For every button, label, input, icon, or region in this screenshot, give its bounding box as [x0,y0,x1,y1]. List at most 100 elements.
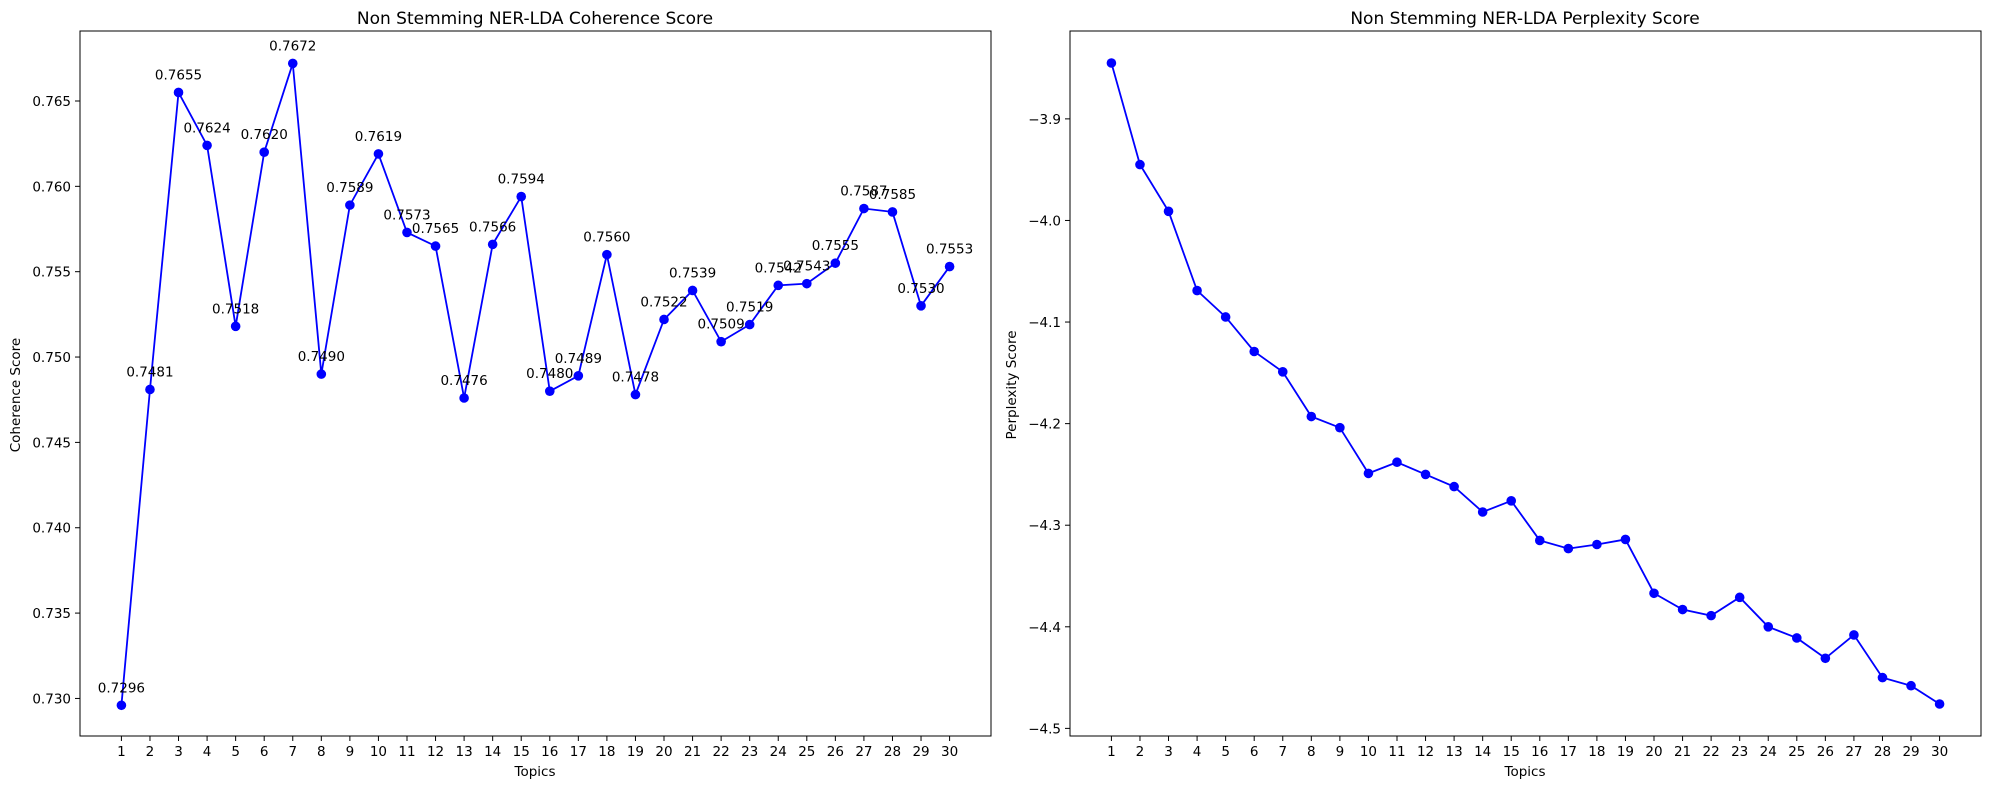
perplexity-data-point [1135,159,1145,170]
coherence-data-label: 0.7542 [755,260,802,276]
perplexity-chart-title: Non Stemming NER-LDA Perplexity Score [1350,9,1699,29]
coherence-data-label: 0.7481 [126,364,173,380]
perplexity-data-point [1335,422,1345,433]
perplexity-series-line [1110,62,1941,705]
perplexity-x-tick-label: 24 [1760,744,1777,760]
coherence-data-point [487,239,498,250]
perplexity-x-tick-label: 1 [1107,744,1116,760]
coherence-x-tick-label: 8 [317,744,326,760]
coherence-y-tick-label: 0.760 [32,179,71,195]
perplexity-data-point [1392,457,1402,468]
coherence-data-point [830,258,841,268]
coherence-x-tick-label: 29 [912,744,929,760]
perplexity-data-point [1420,469,1431,480]
coherence-data-point [430,241,441,251]
coherence-data-point [744,319,755,330]
perplexity-x-tick-label: 12 [1417,744,1434,760]
perplexity-data-point [1706,610,1716,621]
coherence-data-point [573,371,584,381]
coherence-data-label: 0.7620 [241,127,288,143]
perplexity-y-tick-label: −3.9 [1028,112,1061,128]
coherence-data-label: 0.7543 [783,259,830,275]
coherence-data-label: 0.7489 [555,351,602,367]
perplexity-x-tick-label: 7 [1278,744,1287,760]
perplexity-x-tick-label: 29 [1902,744,1919,760]
coherence-data-label: 0.7594 [498,172,545,188]
coherence-x-tick-label: 11 [398,744,415,760]
perplexity-x-tick-label: 21 [1674,744,1691,760]
coherence-x-tick-label: 1 [117,744,126,760]
perplexity-plot-area [1069,30,1982,737]
coherence-data-label: 0.7589 [326,180,373,196]
perplexity-y-tick-label: −4.0 [1028,213,1061,229]
perplexity-data-point [1106,58,1117,68]
coherence-plot-area [79,30,992,737]
coherence-data-point [116,700,127,711]
coherence-y-tick-label: 0.730 [32,691,71,707]
coherence-y-tick-label: 0.740 [32,521,71,537]
coherence-data-point [516,191,527,202]
perplexity-data-point [1620,534,1631,545]
coherence-series-line [120,63,951,706]
coherence-data-point [916,301,926,311]
coherence-data-label: 0.7296 [98,680,145,696]
perplexity-data-point [1877,672,1888,683]
perplexity-ticks: 1 2 3 4 5 6 7 8 9 10 11 12 13 14 15 16 17 18 19 20 21 22 23 24 2… [1028,112,1948,760]
coherence-data-label: 0.7539 [669,265,716,281]
coherence-chart-panel: Non Stemming NER-LDA Coherence Score Top… [8,9,992,780]
coherence-data-label: 0.7672 [269,38,316,54]
coherence-y-tick-label: 0.745 [32,435,71,451]
perplexity-data-point [1792,633,1802,643]
coherence-x-tick-label: 26 [827,744,844,760]
coherence-data-label: 0.7619 [355,129,402,145]
coherence-data-label: 0.7480 [526,366,573,382]
coherence-x-tick-label: 28 [884,744,901,760]
perplexity-marks [1106,58,1945,709]
coherence-x-tick-label: 15 [513,744,530,760]
coherence-data-point [345,200,355,210]
coherence-x-tick-label: 24 [770,744,787,760]
perplexity-x-tick-label: 17 [1560,744,1577,760]
coherence-data-label: 0.7565 [412,221,459,237]
coherence-x-tick-label: 30 [941,744,958,760]
coherence-data-label: 0.7573 [383,207,430,223]
perplexity-data-point [1363,468,1374,479]
coherence-x-tick-label: 18 [598,744,615,760]
coherence-x-tick-label: 27 [855,744,872,760]
coherence-data-label: 0.7555 [812,238,859,254]
coherence-chart-title: Non Stemming NER-LDA Coherence Score [357,9,713,29]
perplexity-x-tick-label: 30 [1931,744,1948,760]
perplexity-x-tick-label: 25 [1788,744,1805,760]
coherence-x-axis-label: Topics [514,764,556,780]
perplexity-x-tick-label: 20 [1645,744,1662,760]
coherence-x-tick-label: 21 [684,744,701,760]
perplexity-y-tick-label: −4.5 [1028,721,1061,737]
perplexity-y-tick-label: −4.2 [1028,417,1061,433]
coherence-data-point [402,227,412,238]
coherence-data-label: 0.7560 [583,230,630,246]
coherence-x-tick-label: 23 [741,744,758,760]
perplexity-chart-panel: Non Stemming NER-LDA Perplexity Score To… [1004,9,1982,780]
perplexity-y-tick-label: −4.3 [1028,518,1061,534]
coherence-data-point [230,321,241,332]
coherence-x-tick-label: 10 [370,744,387,760]
perplexity-data-point [1306,411,1317,422]
perplexity-x-tick-label: 8 [1307,744,1316,760]
perplexity-x-axis-label: Topics [1504,764,1546,780]
perplexity-data-point [1220,312,1231,322]
coherence-data-label: 0.7553 [926,242,973,258]
perplexity-x-tick-label: 4 [1193,744,1202,760]
coherence-data-point [944,261,955,272]
perplexity-x-tick-label: 27 [1845,744,1862,760]
perplexity-data-point [1763,621,1774,632]
perplexity-data-point [1563,543,1574,554]
perplexity-x-tick-label: 11 [1388,744,1405,760]
perplexity-x-tick-label: 15 [1503,744,1520,760]
coherence-data-label: 0.7624 [183,120,230,136]
perplexity-x-tick-label: 10 [1360,744,1377,760]
coherence-data-label: 0.7476 [440,373,487,389]
coherence-data-point [659,314,669,325]
perplexity-data-point [1506,496,1517,506]
perplexity-x-tick-label: 23 [1731,744,1748,760]
coherence-data-point [259,147,269,157]
